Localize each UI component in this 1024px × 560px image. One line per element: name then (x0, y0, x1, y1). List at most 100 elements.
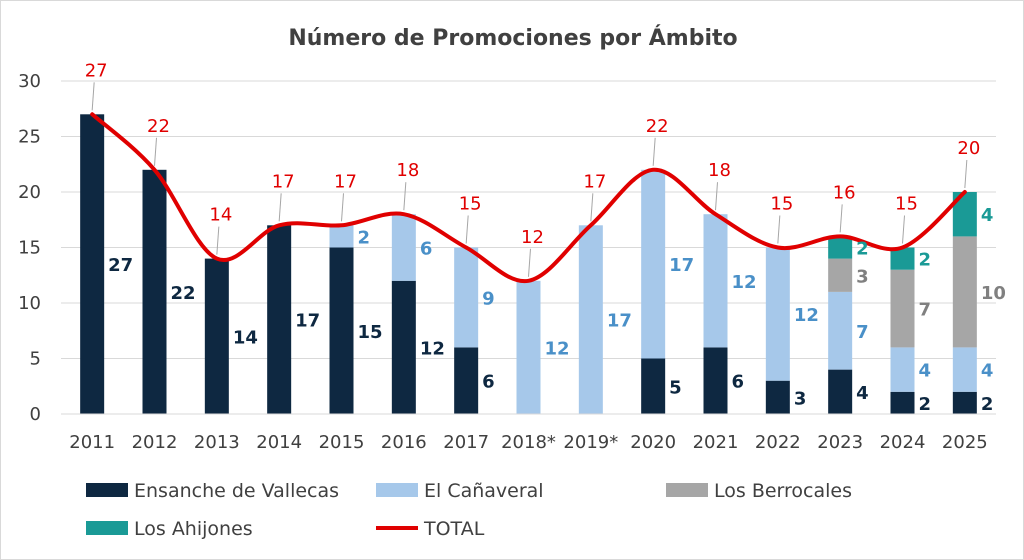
legend-label: El Cañaveral (424, 480, 544, 502)
data-label: 6 (732, 372, 745, 393)
total-leader-line (278, 193, 282, 222)
legend-swatch (86, 521, 128, 535)
x-tick-label: 2024 (880, 432, 926, 453)
bar-segment (641, 169, 666, 359)
data-label: 6 (482, 372, 495, 393)
bar-segment (890, 391, 915, 414)
data-label: 12 (545, 338, 570, 359)
data-label: 2 (919, 250, 932, 271)
bar-segment (765, 380, 790, 414)
legend-swatch (86, 483, 128, 497)
total-label: 12 (521, 227, 544, 248)
legend: Ensanche de Vallecas El Cañaveral Los Berr… (86, 480, 852, 540)
bar-segment (828, 236, 853, 259)
x-tick-label: 2022 (755, 432, 801, 453)
total-label: 27 (85, 60, 108, 81)
x-tick-label: 2014 (256, 432, 302, 453)
bar-segment (828, 291, 853, 370)
data-label: 7 (856, 322, 869, 343)
data-label: 2 (981, 394, 994, 415)
data-label: 27 (108, 255, 133, 276)
legend-swatch (666, 483, 708, 497)
bar-segment (952, 391, 977, 414)
data-label: 15 (358, 322, 383, 343)
total-leader-line (964, 159, 968, 189)
bar-segment (267, 225, 292, 414)
data-label: 4 (919, 361, 932, 382)
total-leader-line (465, 215, 469, 244)
data-label: 12 (420, 338, 445, 359)
x-tick-label: 2018* (501, 432, 556, 453)
data-label: 7 (919, 300, 932, 321)
total-leader-line (528, 248, 531, 277)
total-leader-line (715, 182, 718, 211)
total-label: 15 (895, 194, 918, 215)
x-tick-label: 2013 (194, 432, 240, 453)
bar-segment (80, 114, 105, 415)
bar-segment (578, 225, 603, 414)
bar-segment (454, 247, 479, 348)
bar-segment (329, 247, 354, 414)
data-label: 22 (171, 283, 196, 304)
data-label: 3 (856, 266, 869, 287)
x-tick-label: 2015 (319, 432, 365, 453)
bar-segment (454, 347, 479, 414)
x-tick-label: 2012 (132, 432, 178, 453)
data-label: 3 (794, 388, 807, 409)
total-label: 20 (957, 138, 980, 159)
x-tick-label: 2011 (69, 432, 115, 453)
total-label: 15 (459, 194, 482, 215)
data-label: 2 (919, 394, 932, 415)
data-label: 4 (981, 361, 994, 382)
total-leader-line (652, 137, 656, 166)
total-leader-line (216, 226, 220, 255)
data-label: 14 (233, 327, 258, 348)
bar-segment (329, 225, 354, 248)
total-leader-line (902, 215, 905, 244)
bar-segment (204, 258, 229, 414)
legend-label: Los Berrocales (714, 480, 852, 502)
bar-segment (952, 347, 977, 392)
bar-segment (890, 347, 915, 392)
total-line (90, 112, 967, 283)
data-label: 2 (856, 239, 869, 260)
data-label: 10 (981, 283, 1006, 304)
bar-segment (391, 214, 416, 281)
bar-segment (391, 280, 416, 414)
bar-segment (641, 358, 666, 414)
bar-segment (765, 247, 790, 381)
total-leader-line (91, 82, 95, 111)
total-label: 18 (396, 160, 419, 181)
bar-segment (703, 214, 728, 348)
total-leader-line (154, 137, 157, 166)
total-label: 22 (147, 116, 170, 137)
legend-swatch (376, 483, 418, 497)
total-leader-line (590, 193, 594, 222)
data-label: 2 (358, 227, 371, 248)
x-tick-label: 2025 (942, 432, 988, 453)
total-label: 14 (209, 205, 232, 226)
total-label: 15 (770, 194, 793, 215)
data-label: 17 (295, 311, 320, 332)
bar-segment (952, 236, 977, 348)
y-tick-label: 30 (18, 71, 41, 92)
total-leader-line (403, 182, 407, 211)
data-label: 17 (669, 255, 694, 276)
bar-segment (828, 369, 853, 414)
x-tick-label: 2016 (381, 432, 427, 453)
total-label: 17 (272, 171, 295, 192)
total-leader-line (777, 215, 781, 244)
data-label: 9 (482, 288, 495, 309)
total-label: 17 (334, 171, 357, 192)
total-label: 22 (646, 116, 669, 137)
bars (80, 114, 977, 415)
total-leader-line (341, 193, 344, 222)
bar-segment (890, 269, 915, 348)
x-tick-label: 2020 (630, 432, 676, 453)
bar-segment (142, 169, 167, 414)
data-label: 12 (732, 272, 757, 293)
bar-segment (828, 258, 853, 292)
